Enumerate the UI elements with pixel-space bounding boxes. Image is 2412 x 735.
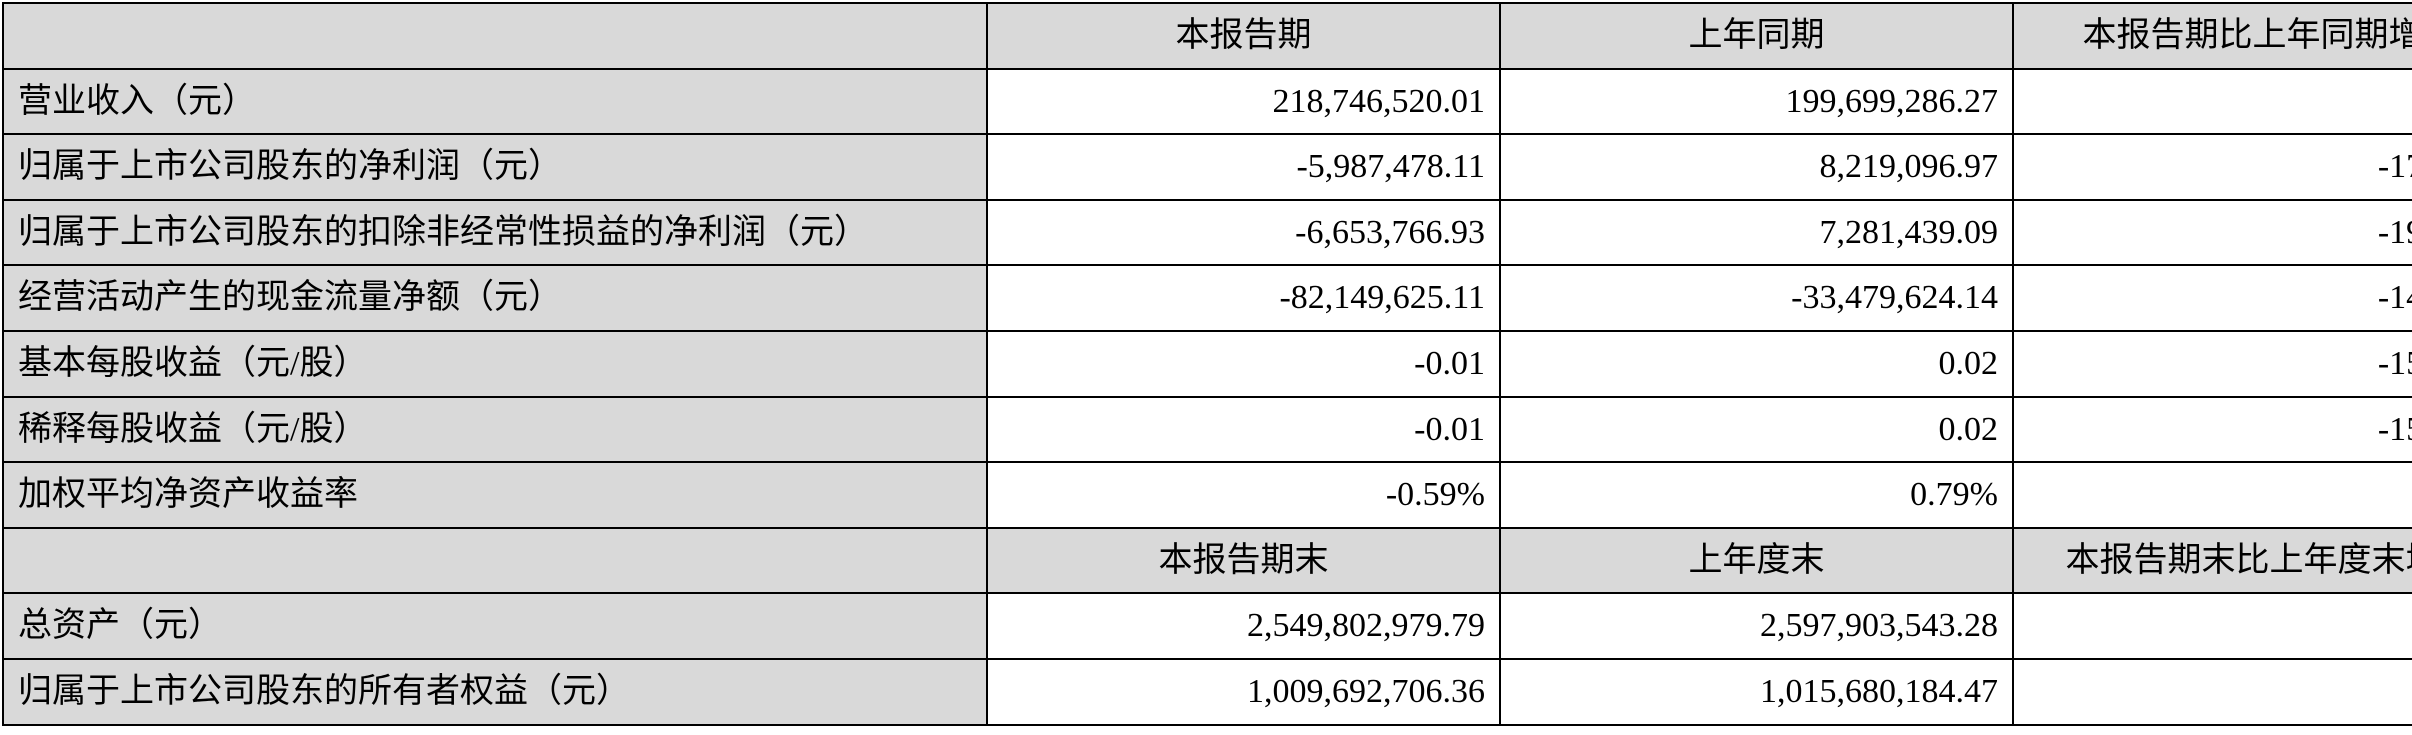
row-value: 1,009,692,706.36 bbox=[987, 659, 1500, 725]
row-value: 0.79% bbox=[1500, 462, 2013, 528]
row-label: 稀释每股收益（元/股） bbox=[3, 397, 987, 463]
table-row: 加权平均净资产收益率 -0.59% 0.79% -1.38% bbox=[3, 462, 2412, 528]
row-label: 加权平均净资产收益率 bbox=[3, 462, 987, 528]
row-value: -1.85% bbox=[2013, 593, 2412, 659]
row-value: 218,746,520.01 bbox=[987, 69, 1500, 135]
table-row: 总资产（元） 2,549,802,979.79 2,597,903,543.28… bbox=[3, 593, 2412, 659]
row-value: 7,281,439.09 bbox=[1500, 200, 2013, 266]
row-value: -0.01 bbox=[987, 331, 1500, 397]
header-period-end-change: 本报告期末比上年度末增减 bbox=[2013, 528, 2412, 594]
header-blank-2 bbox=[3, 528, 987, 594]
row-label: 归属于上市公司股东的净利润（元） bbox=[3, 134, 987, 200]
row-label: 营业收入（元） bbox=[3, 69, 987, 135]
row-value: -191.38% bbox=[2013, 200, 2412, 266]
financial-data-table: 本报告期 上年同期 本报告期比上年同期增减 营业收入（元） 218,746,52… bbox=[2, 2, 2412, 726]
table-row: 基本每股收益（元/股） -0.01 0.02 -150.00% bbox=[3, 331, 2412, 397]
header-period-end-current: 本报告期末 bbox=[987, 528, 1500, 594]
row-value: -172.85% bbox=[2013, 134, 2412, 200]
row-value: 1,015,680,184.47 bbox=[1500, 659, 2013, 725]
row-label: 基本每股收益（元/股） bbox=[3, 331, 987, 397]
table-header-1: 本报告期 上年同期 本报告期比上年同期增减 bbox=[3, 3, 2412, 69]
row-value: -145.37% bbox=[2013, 265, 2412, 331]
table-row: 归属于上市公司股东的扣除非经常性损益的净利润（元） -6,653,766.93 … bbox=[3, 200, 2412, 266]
row-label: 归属于上市公司股东的所有者权益（元） bbox=[3, 659, 987, 725]
row-value: 2,549,802,979.79 bbox=[987, 593, 1500, 659]
row-value: 2,597,903,543.28 bbox=[1500, 593, 2013, 659]
table-row: 稀释每股收益（元/股） -0.01 0.02 -150.00% bbox=[3, 397, 2412, 463]
row-value: 0.02 bbox=[1500, 397, 2013, 463]
header-period-end-prior: 上年度末 bbox=[1500, 528, 2013, 594]
row-label: 归属于上市公司股东的扣除非经常性损益的净利润（元） bbox=[3, 200, 987, 266]
header-blank-1 bbox=[3, 3, 987, 69]
row-label: 总资产（元） bbox=[3, 593, 987, 659]
row-value: 8,219,096.97 bbox=[1500, 134, 2013, 200]
row-value: 199,699,286.27 bbox=[1500, 69, 2013, 135]
header-period-change: 本报告期比上年同期增减 bbox=[2013, 3, 2412, 69]
row-value: -150.00% bbox=[2013, 397, 2412, 463]
table-row: 营业收入（元） 218,746,520.01 199,699,286.27 9.… bbox=[3, 69, 2412, 135]
row-value: -0.59% bbox=[2013, 659, 2412, 725]
table-row: 经营活动产生的现金流量净额（元） -82,149,625.11 -33,479,… bbox=[3, 265, 2412, 331]
row-value: -6,653,766.93 bbox=[987, 200, 1500, 266]
row-value: -0.01 bbox=[987, 397, 1500, 463]
header-period-prior: 上年同期 bbox=[1500, 3, 2013, 69]
table-row: 归属于上市公司股东的净利润（元） -5,987,478.11 8,219,096… bbox=[3, 134, 2412, 200]
row-value: -150.00% bbox=[2013, 331, 2412, 397]
row-value: -5,987,478.11 bbox=[987, 134, 1500, 200]
row-value: -0.59% bbox=[987, 462, 1500, 528]
row-value: -33,479,624.14 bbox=[1500, 265, 2013, 331]
header-period-current: 本报告期 bbox=[987, 3, 1500, 69]
table-header-2: 本报告期末 上年度末 本报告期末比上年度末增减 bbox=[3, 528, 2412, 594]
row-label: 经营活动产生的现金流量净额（元） bbox=[3, 265, 987, 331]
table-row: 归属于上市公司股东的所有者权益（元） 1,009,692,706.36 1,01… bbox=[3, 659, 2412, 725]
row-value: 0.02 bbox=[1500, 331, 2013, 397]
row-value: -1.38% bbox=[2013, 462, 2412, 528]
row-value: -82,149,625.11 bbox=[987, 265, 1500, 331]
row-value: 9.54% bbox=[2013, 69, 2412, 135]
